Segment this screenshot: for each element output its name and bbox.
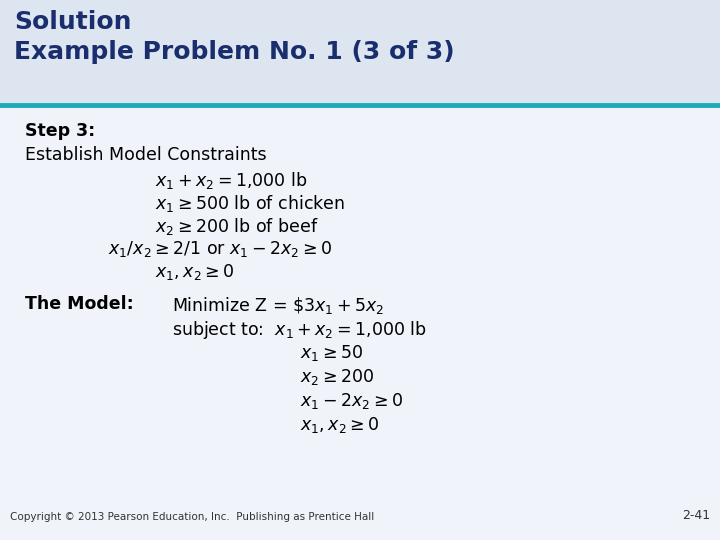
Text: Copyright © 2013 Pearson Education, Inc.  Publishing as Prentice Hall: Copyright © 2013 Pearson Education, Inc.… <box>10 512 374 522</box>
Text: The Model:: The Model: <box>25 295 134 313</box>
Text: $x_2 \geq 200$ lb of beef: $x_2 \geq 200$ lb of beef <box>155 216 318 237</box>
Text: Minimize Z = $\$3x_1 + 5x_2$: Minimize Z = $\$3x_1 + 5x_2$ <box>172 295 384 316</box>
Text: subject to:  $x_1 + x_2 = 1{,}000$ lb: subject to: $x_1 + x_2 = 1{,}000$ lb <box>172 319 427 341</box>
Text: $x_1, x_2 \geq 0$: $x_1, x_2 \geq 0$ <box>300 415 379 435</box>
Text: Step 3:: Step 3: <box>25 122 95 140</box>
Bar <box>0 0 720 105</box>
Text: $x_1, x_2 \geq 0$: $x_1, x_2 \geq 0$ <box>155 262 235 282</box>
Text: $x_1 \geq 500$ lb of chicken: $x_1 \geq 500$ lb of chicken <box>155 193 345 214</box>
Bar <box>0 105 720 540</box>
Text: Solution: Solution <box>14 10 132 34</box>
Text: Example Problem No. 1 (3 of 3): Example Problem No. 1 (3 of 3) <box>14 40 454 64</box>
Text: $x_1 - 2x_2 \geq 0$: $x_1 - 2x_2 \geq 0$ <box>300 391 403 411</box>
Text: $x_1/x_2 \geq 2/1$ or $x_1 - 2x_2 \geq 0$: $x_1/x_2 \geq 2/1$ or $x_1 - 2x_2 \geq 0… <box>108 239 332 259</box>
Text: $x_1 \geq 50$: $x_1 \geq 50$ <box>300 343 363 363</box>
Text: Establish Model Constraints: Establish Model Constraints <box>25 146 266 164</box>
Text: $x_2 \geq 200$: $x_2 \geq 200$ <box>300 367 374 387</box>
Text: 2-41: 2-41 <box>682 509 710 522</box>
Text: $x_1 + x_2 = 1{,}000$ lb: $x_1 + x_2 = 1{,}000$ lb <box>155 170 307 191</box>
